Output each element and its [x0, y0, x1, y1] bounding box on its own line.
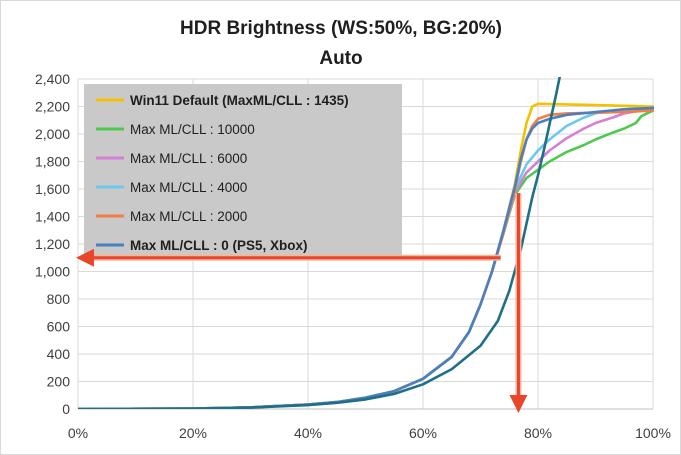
y-tick-label: 0: [62, 401, 70, 417]
x-tick-label: 80%: [524, 425, 552, 441]
series-line-6: [78, 77, 562, 409]
annotation-arrows: [76, 193, 528, 413]
axes: 0 200 400 600 800 1,000 1,200 1,400 1,600 1,800 2,…: [35, 71, 671, 441]
chart-title: HDR Brightness (WS:50%, BG:20%): [180, 18, 502, 39]
y-tick-label: 1,000: [35, 264, 70, 280]
y-tick-label: 1,200: [35, 236, 70, 252]
x-tick-label: 100%: [635, 425, 671, 441]
x-tick-label: 60%: [409, 425, 437, 441]
y-tick-label: 2,400: [35, 71, 70, 87]
x-tick-label: 40%: [294, 425, 322, 441]
y-tick-label: 1,800: [35, 154, 70, 170]
y-tick-label: 2,200: [35, 99, 70, 115]
series-lines: [78, 77, 654, 409]
y-tick-label: 400: [47, 346, 71, 362]
y-tick-label: 1,600: [35, 181, 70, 197]
legend-box: [84, 84, 402, 260]
legend: Win11 Default (MaxML/CLL : 1435) Max ML/C…: [84, 84, 402, 260]
legend-label: Max ML/CLL : 0 (PS5, Xbox): [130, 238, 308, 253]
legend-label: Max ML/CLL : 2000: [130, 209, 247, 224]
x-tick-label: 20%: [179, 425, 207, 441]
legend-label: Max ML/CLL : 4000: [130, 180, 247, 195]
y-tick-label: 800: [47, 291, 71, 307]
x-tick-label: 0%: [68, 425, 88, 441]
chart-subtitle: Auto: [319, 48, 362, 69]
y-tick-label: 2,000: [35, 126, 70, 142]
y-tick-label: 1,400: [35, 209, 70, 225]
legend-label: Win11 Default (MaxML/CLL : 1435): [130, 93, 349, 108]
y-tick-label: 600: [47, 319, 71, 335]
y-tick-label: 200: [47, 374, 71, 390]
legend-label: Max ML/CLL : 10000: [130, 122, 255, 137]
legend-label: Max ML/CLL : 6000: [130, 151, 247, 166]
